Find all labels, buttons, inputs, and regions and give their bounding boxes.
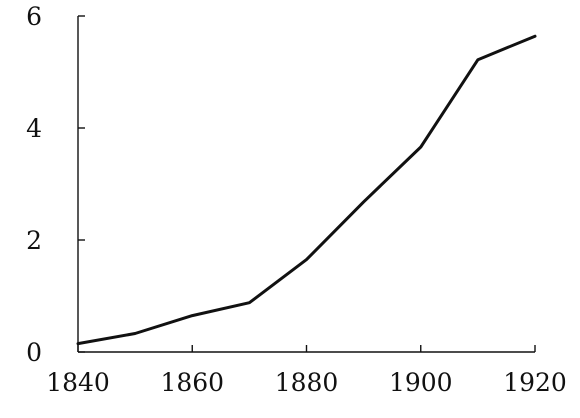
y-tick-label: 0 (26, 338, 42, 367)
y-tick-label: 6 (26, 2, 42, 31)
x-tick-label: 1900 (389, 368, 453, 397)
y-tick-label: 4 (26, 114, 42, 143)
x-tick-label: 1920 (503, 368, 567, 397)
chart-series (76, 34, 537, 346)
y-tick-label: 2 (26, 226, 42, 255)
y-axis-ticks: 0 2 4 6 (26, 2, 85, 367)
series-line (76, 34, 537, 346)
x-tick-label: 1860 (160, 368, 224, 397)
x-tick-label: 1840 (46, 368, 110, 397)
x-tick-label: 1880 (275, 368, 339, 397)
chart-axes (77, 16, 535, 353)
x-axis-ticks: 1840 1860 1880 1900 1920 (46, 345, 567, 397)
